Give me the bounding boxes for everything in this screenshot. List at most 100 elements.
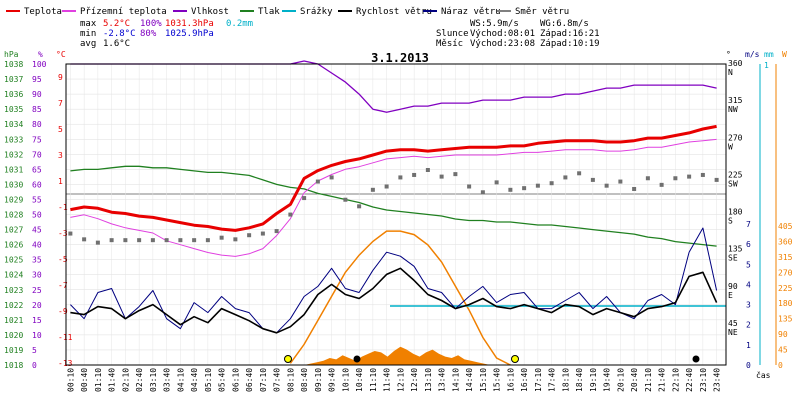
speed-tick: 3: [746, 301, 751, 310]
speed-tick: 6: [746, 240, 751, 249]
wind-direction-point: [302, 196, 307, 201]
unit-w: W: [782, 50, 787, 59]
solar-tick: 405: [778, 222, 793, 231]
unit-ms: m/s: [745, 50, 760, 59]
wind-direction-point: [687, 174, 692, 179]
wind-direction-point: [549, 181, 554, 186]
direction-cardinal: SW: [728, 179, 738, 188]
pressure-tick: 1038: [4, 60, 23, 69]
plot-frame: [65, 63, 727, 366]
temperature-tick: -5: [58, 255, 68, 264]
stats-max-press: 1031.3hPa: [165, 19, 214, 29]
x-tick-label: 05:10: [204, 368, 213, 392]
pressure-tick: 1027: [4, 226, 23, 235]
speed-tick: 5: [746, 260, 751, 269]
moon-rise: Východ:23:08: [470, 39, 535, 49]
pressure-tick: 1036: [4, 90, 23, 99]
direction-tick: 225: [728, 170, 743, 179]
moon-label: Měsíc: [436, 39, 463, 49]
humidity-tick: 100: [32, 60, 47, 69]
x-tick-label: 12:40: [410, 368, 419, 392]
wind-direction-point: [205, 238, 210, 243]
wind-direction-point: [357, 204, 362, 209]
humidity-tick: 0: [32, 361, 37, 370]
wind-direction-point: [467, 184, 472, 189]
wind-direction-point: [494, 180, 499, 185]
humidity-tick: 90: [32, 90, 42, 99]
direction-cardinal: SE: [728, 254, 738, 263]
temperature-tick: 9: [58, 73, 63, 82]
pressure-tick: 1032: [4, 150, 23, 159]
x-tick-label: 10:10: [341, 368, 350, 392]
pressure-tick: 1023: [4, 286, 23, 295]
humidity-tick: 95: [32, 75, 42, 84]
speed-tick: 2: [746, 321, 751, 330]
temperature-tick: 1: [58, 177, 63, 186]
direction-tick: 360: [728, 59, 743, 68]
x-tick-label: 16:40: [520, 368, 529, 392]
x-axis-labels: 00:10 00:40 01:10 01:40 02:10 02:40 03:10 03:40…: [66, 368, 721, 392]
x-tick-label: 23:10: [699, 368, 708, 392]
x-tick-label: 09:40: [328, 368, 337, 392]
pressure-tick: 1033: [4, 135, 23, 144]
legend-label: Přízemní teplota: [80, 7, 167, 17]
ground-temperature-line: [70, 138, 717, 257]
humidity-tick: 75: [32, 135, 42, 144]
direction-tick: 315: [728, 96, 743, 105]
pressure-tick: 1024: [4, 271, 23, 280]
solar-tick: 135: [778, 315, 793, 324]
unit-celsius: °C: [56, 50, 66, 59]
legend-label: Srážky: [300, 7, 333, 17]
wind-direction-point: [384, 184, 389, 189]
x-tick-label: 08:10: [286, 368, 295, 392]
wind-direction-point: [659, 182, 664, 187]
wind-direction-point: [192, 238, 197, 243]
pressure-tick: 1022: [4, 301, 23, 310]
humidity-tick: 80: [32, 120, 42, 129]
x-tick-label: 12:10: [396, 368, 405, 392]
x-tick-label: 00:10: [66, 368, 75, 392]
humidity-tick: 10: [32, 331, 42, 340]
pressure-tick: 1020: [4, 331, 23, 340]
wind-direction-point: [343, 197, 348, 202]
x-tick-label: 18:40: [575, 368, 584, 392]
pressure-tick: 1028: [4, 211, 23, 220]
x-tick-label: 15:40: [493, 368, 502, 392]
sun-set: Západ:16:21: [540, 29, 600, 39]
wind-direction-point: [260, 231, 265, 236]
moonrise-marker: [692, 355, 700, 363]
x-tick-label: 15:10: [479, 368, 488, 392]
speed-tick: 4: [746, 280, 751, 289]
humidity-tick: 55: [32, 195, 42, 204]
temperature-tick: 5: [58, 125, 63, 134]
humidity-tick: 35: [32, 256, 42, 265]
wind-speed-line: [70, 267, 718, 334]
wind-direction-point: [247, 233, 252, 238]
pressure-tick: 1021: [4, 316, 23, 325]
direction-cardinal: E: [728, 291, 733, 300]
wind-gust-max: WG:6.8m/s: [540, 19, 589, 29]
x-tick-label: 16:10: [506, 368, 515, 392]
pressure-tick: 1019: [4, 346, 23, 355]
speed-tick: 0: [746, 361, 751, 370]
x-tick-label: 21:40: [658, 368, 667, 392]
pressure-tick: 1037: [4, 75, 23, 84]
humidity-tick: 45: [32, 226, 42, 235]
x-tick-label: 13:10: [424, 368, 433, 392]
wind-direction-point: [508, 187, 513, 192]
unit-deg: °: [726, 50, 731, 59]
x-tick-label: 17:10: [534, 368, 543, 392]
temperature-tick: -7: [58, 281, 68, 290]
pressure-tick: 1034: [4, 120, 23, 129]
solar-tick: 225: [778, 284, 793, 293]
legend-label: Rychlost větru: [356, 7, 432, 17]
stats-min-press: 1025.9hPa: [165, 29, 214, 39]
x-tick-label: 18:10: [561, 368, 570, 392]
solar-fill: [304, 346, 497, 365]
wind-direction-point: [618, 179, 623, 184]
rain-tick: 1: [764, 61, 769, 70]
wind-direction-point: [109, 238, 114, 243]
wind-direction-point: [412, 172, 417, 177]
